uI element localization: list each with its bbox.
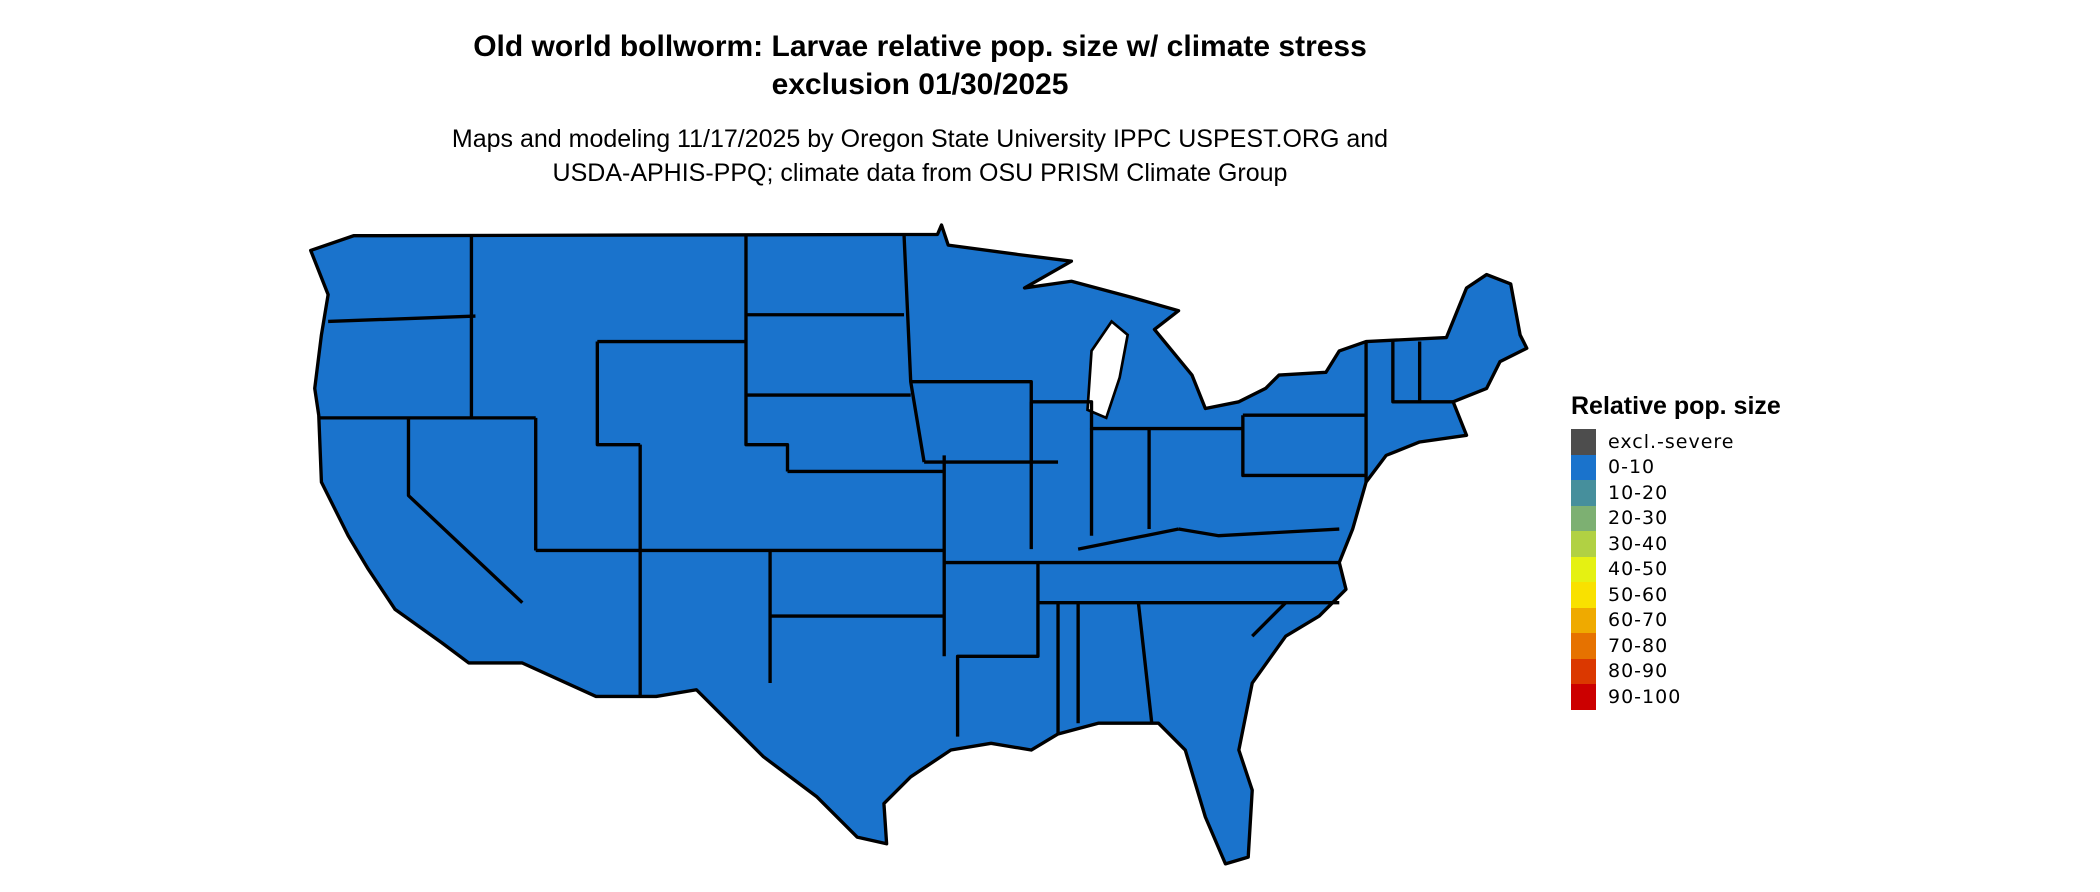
state-border [1178, 527, 1340, 538]
legend-item: 80-90 [1571, 658, 1781, 684]
state-border [595, 341, 641, 447]
us-outline [309, 223, 1529, 866]
legend-item: 0-10 [1571, 454, 1781, 480]
title-line: Old world bollworm: Larvae relative pop.… [473, 30, 1367, 63]
legend-label: 20-30 [1608, 507, 1669, 530]
state-border [328, 314, 476, 324]
legend: Relative pop. size excl.-severe 0-10 10-20… [1571, 392, 1781, 710]
state-border [944, 560, 1040, 737]
legend-swatch [1571, 454, 1596, 480]
legend-label: 90-100 [1608, 685, 1682, 708]
legend-label: 80-90 [1608, 660, 1669, 683]
legend-label: excl.-severe [1608, 430, 1735, 453]
legend-title: Relative pop. size [1571, 392, 1781, 420]
legend-label: 60-70 [1608, 609, 1669, 632]
state-border [1391, 341, 1454, 404]
title-line: exclusion 01/30/2025 [771, 68, 1069, 101]
state-border [1241, 415, 1367, 478]
legend-label: 70-80 [1608, 634, 1669, 657]
state-border [1251, 601, 1287, 638]
legend-swatch [1571, 684, 1596, 710]
state-border [1077, 527, 1179, 551]
subtitle-line: USDA-APHIS-PPQ; climate data from OSU PR… [552, 159, 1288, 187]
state-border [1136, 602, 1154, 724]
legend-label: 0-10 [1608, 456, 1656, 479]
legend-swatch [1571, 582, 1596, 608]
legend-swatch [1571, 633, 1596, 659]
legend-item: 20-30 [1571, 505, 1781, 531]
state-border [406, 417, 524, 604]
map-title: Old world bollworm: Larvae relative pop.… [0, 28, 1840, 104]
legend-item: 70-80 [1571, 633, 1781, 659]
legend-label: 40-50 [1608, 558, 1669, 581]
state-borders [318, 234, 1454, 737]
legend-swatch [1571, 531, 1596, 557]
subtitle-line: Maps and modeling 11/17/2025 by Oregon S… [451, 125, 1389, 153]
legend-item: 10-20 [1571, 480, 1781, 506]
legend-label: 50-60 [1608, 583, 1669, 606]
legend-item: excl.-severe [1571, 429, 1781, 455]
legend-swatch [1571, 607, 1596, 633]
legend-swatch [1571, 505, 1596, 531]
legend-swatch [1571, 429, 1596, 455]
legend-label: 10-20 [1608, 481, 1669, 504]
state-border [744, 234, 790, 472]
legend-item: 40-50 [1571, 556, 1781, 582]
legend-item: 60-70 [1571, 607, 1781, 633]
legend-swatch [1571, 658, 1596, 684]
legend-item: 30-40 [1571, 531, 1781, 557]
lake-michigan [1086, 319, 1130, 420]
legend-swatch [1571, 556, 1596, 582]
legend-swatch [1571, 480, 1596, 506]
legend-item: 50-60 [1571, 582, 1781, 608]
legend-item: 90-100 [1571, 684, 1781, 710]
state-border [1031, 400, 1243, 431]
legend-label: 30-40 [1608, 532, 1669, 555]
map-subtitle: Maps and modeling 11/17/2025 by Oregon S… [0, 122, 1840, 190]
